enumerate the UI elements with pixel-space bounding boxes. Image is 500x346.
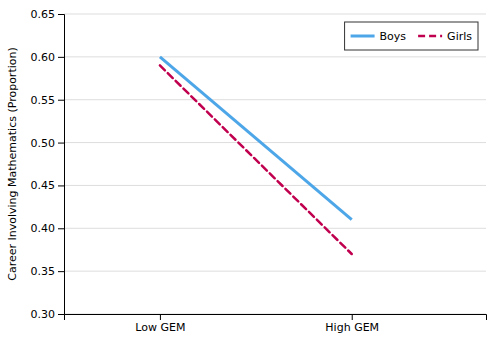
y-axis-line xyxy=(58,15,65,315)
legend-swatch xyxy=(418,35,442,38)
y-tick: 0.50 xyxy=(31,137,65,150)
y-tick: 0.60 xyxy=(31,51,65,64)
y-tick-label: 0.50 xyxy=(31,137,56,150)
y-tick-mark xyxy=(58,271,64,272)
legend-label: Girls xyxy=(447,30,472,43)
series-group xyxy=(160,57,352,254)
y-tick: 0.30 xyxy=(31,308,65,321)
y-tick: 0.65 xyxy=(31,8,65,21)
y-tick-mark xyxy=(58,228,64,229)
y-tick-mark xyxy=(58,143,64,144)
grid-line xyxy=(64,271,486,272)
x-axis-line xyxy=(65,315,487,321)
x-tick-label: High GEM xyxy=(325,321,379,334)
y-tick-mark xyxy=(58,100,64,101)
grid-line xyxy=(64,14,486,15)
y-tick-label: 0.65 xyxy=(31,8,56,21)
y-tick: 0.55 xyxy=(31,94,65,107)
y-tick-label: 0.60 xyxy=(31,51,56,64)
y-tick-mark xyxy=(58,185,64,186)
y-tick-mark xyxy=(58,314,64,315)
x-tick-mark xyxy=(160,314,161,320)
series-line xyxy=(160,57,352,220)
grid-line xyxy=(64,228,486,229)
y-tick-label: 0.45 xyxy=(31,179,56,192)
grid-line xyxy=(64,185,486,186)
y-tick: 0.35 xyxy=(31,265,65,278)
y-tick-label: 0.30 xyxy=(31,308,56,321)
legend-frame xyxy=(345,22,478,50)
x-tick: Low GEM xyxy=(135,314,185,334)
legend-item: Boys xyxy=(351,30,407,43)
legend: Boys Girls xyxy=(345,22,478,50)
plot: Low GEMHigh GEM0.300.350.400.450.500.550… xyxy=(31,8,487,334)
y-tick-label: 0.55 xyxy=(31,94,56,107)
y-tick-mark xyxy=(58,14,64,15)
y-tick-mark xyxy=(58,57,64,58)
y-tick-label: 0.40 xyxy=(31,222,56,235)
legend-swatch xyxy=(351,35,375,38)
grid-line xyxy=(64,99,486,100)
y-tick: 0.40 xyxy=(31,222,65,235)
series-line xyxy=(160,65,352,254)
legend-label: Boys xyxy=(380,30,407,43)
x-axis: Low GEM High GEM xyxy=(65,314,487,334)
grid-line xyxy=(64,142,486,143)
y-axis: 0.30 0.35 0.40 0.45 0.50 0.55 0.60 0.65 xyxy=(31,8,65,321)
grid xyxy=(64,14,486,314)
y-tick-label: 0.35 xyxy=(31,265,56,278)
x-tick: High GEM xyxy=(325,314,379,334)
y-tick: 0.45 xyxy=(31,179,65,192)
chart: Low GEMHigh GEM0.300.350.400.450.500.550… xyxy=(0,0,500,346)
x-tick-label: Low GEM xyxy=(135,321,185,334)
grid-line xyxy=(64,56,486,57)
y-axis-title: Career Involving Mathematics (Proportion… xyxy=(6,47,19,281)
legend-item: Girls xyxy=(418,30,472,43)
x-tick-mark xyxy=(352,314,353,320)
